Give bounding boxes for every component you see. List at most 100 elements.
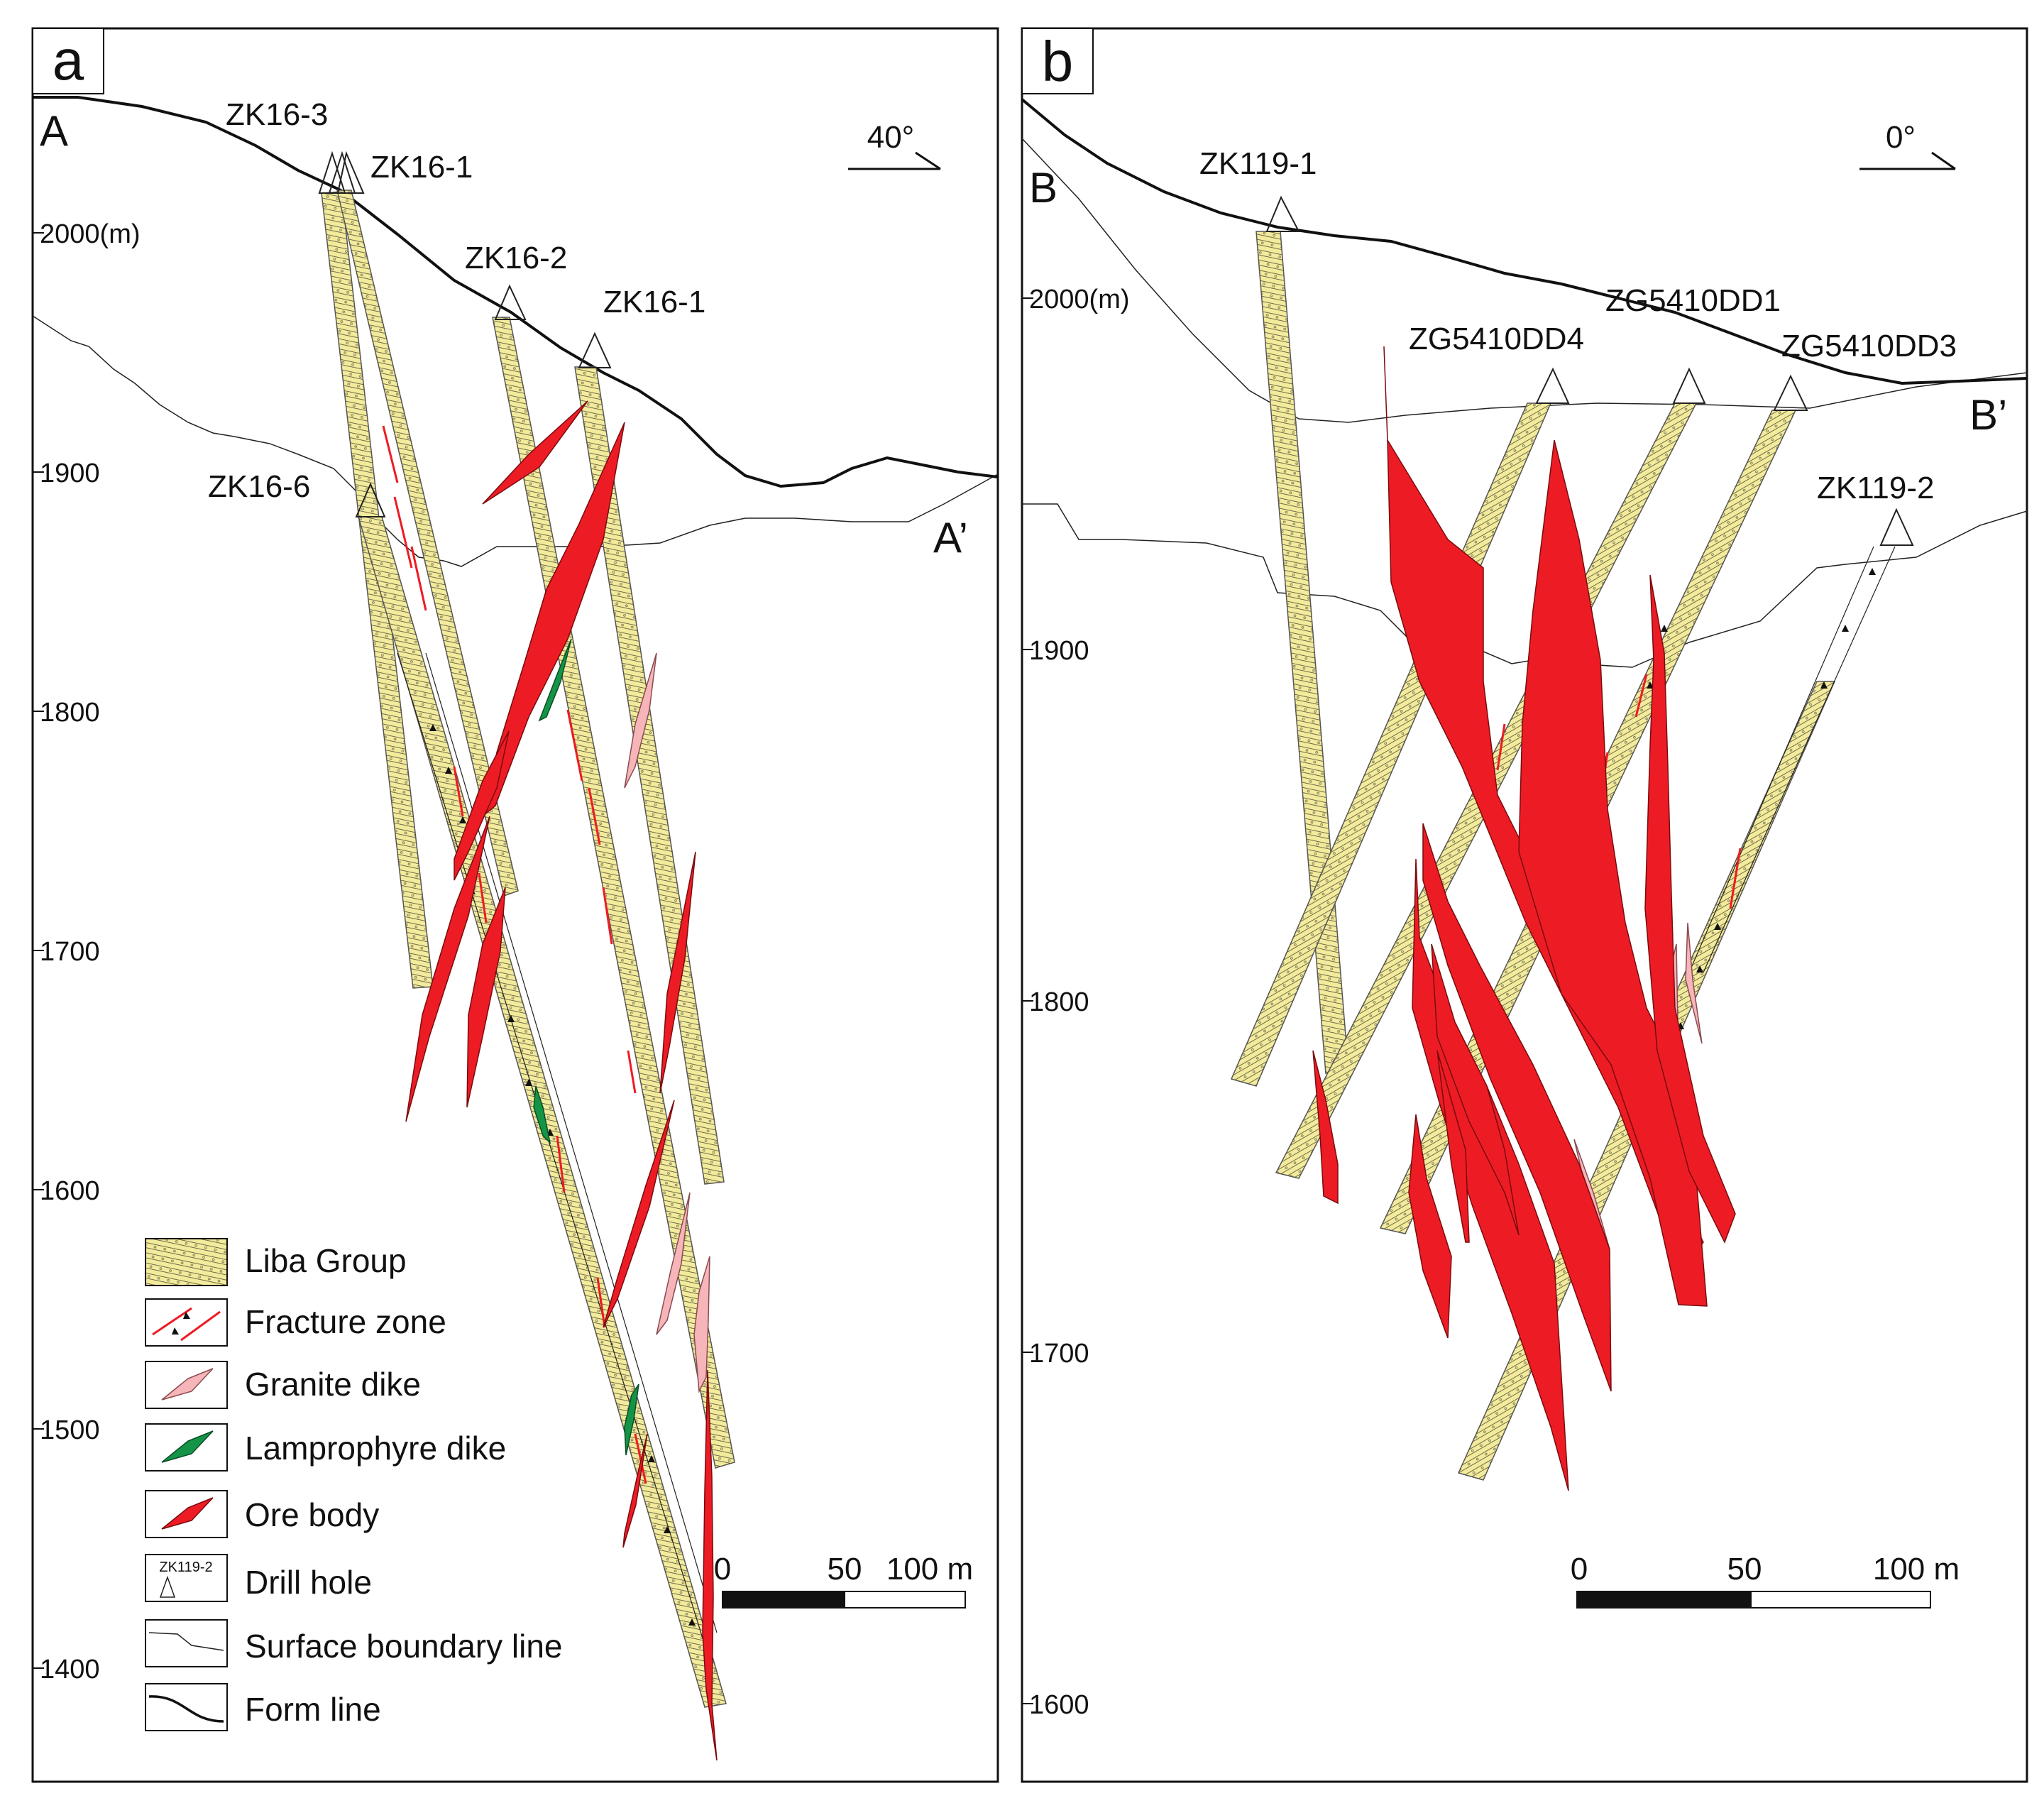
drill-hole-icon [494, 284, 527, 320]
elev-tick-label: 1900 [40, 459, 100, 488]
scale-label: 0 [1571, 1552, 1588, 1586]
ore-body [622, 1433, 648, 1548]
drill-hole-markers [1265, 195, 1914, 546]
ore-body [405, 816, 490, 1122]
elev-tick-label: 2000(m) [1029, 285, 1130, 314]
ore-body [659, 851, 696, 1094]
scale-label: 50 [828, 1552, 862, 1586]
scale-label: 100 m [886, 1552, 973, 1586]
granite-dike [693, 1256, 710, 1393]
drill-hole-icon [1672, 367, 1706, 404]
legend-swatch-surface [145, 1619, 228, 1667]
surface-boundary-line [1021, 138, 2028, 423]
drill-hole-label: ZK119-2 [1817, 471, 1935, 505]
section-end-label: B’ [1969, 391, 2007, 439]
scale-label: 0 [714, 1552, 731, 1586]
drill-hole-band [336, 190, 519, 897]
scale-bar-a: 0 50 100 m [714, 1552, 973, 1609]
direction-arrow [1859, 151, 1956, 170]
ore-body [702, 1369, 718, 1761]
ore-body [1518, 439, 1708, 1307]
ore-body [1436, 1050, 1470, 1243]
granite-dike [624, 652, 657, 789]
drill-hole-icon [1535, 367, 1570, 404]
elevation-axis: 2000(m) 1900 1800 1700 1600 1500 1400 [33, 219, 141, 1684]
surface-boundary-line [32, 315, 999, 567]
elev-tick-label: 1400 [40, 1655, 100, 1684]
drill-hole-label: ZK119-1 [1199, 146, 1317, 181]
legend-swatch-fracture [145, 1298, 228, 1347]
section-end-label: A’ [933, 514, 968, 561]
elev-tick-label: 1800 [40, 698, 100, 728]
elev-tick-label: 1600 [1029, 1690, 1089, 1720]
ore-body [1383, 346, 1704, 1276]
legend-drill-sample-text: ZK119-2 [159, 1560, 212, 1575]
panel-b-letter: b [1042, 30, 1074, 93]
lamprophyre-dike [533, 1085, 551, 1145]
legend-swatch-liba [145, 1238, 228, 1286]
legend: Liba Group Fracture zone Granite dike La… [145, 1238, 563, 1731]
form-line [33, 96, 999, 488]
drill-hole-icon [336, 150, 365, 194]
section-start-label: A [40, 107, 68, 155]
drill-hole-icon [578, 331, 612, 368]
scale-bar-b: 0 50 100 m [1571, 1552, 1960, 1609]
drill-hole-icon [355, 482, 386, 517]
legend-label: Form line [245, 1691, 381, 1728]
drill-hole-icon [1773, 374, 1808, 411]
section-start-label: B [1029, 164, 1057, 212]
ore-body [1312, 1050, 1339, 1205]
panel-b-frame [1021, 27, 2028, 1783]
scale-label: 50 [1727, 1552, 1762, 1586]
legend-label: Lamprophyre dike [245, 1430, 506, 1467]
drill-hole-label: ZK16-1 [603, 285, 705, 319]
direction-label: 40° [867, 120, 915, 155]
ore-body [482, 400, 588, 505]
drill-hole-label: ZK16-6 [208, 469, 310, 504]
drill-hole-markers [318, 150, 612, 517]
elev-tick-label: 1800 [1029, 987, 1089, 1017]
granite-dike [656, 1192, 691, 1335]
lamprophyre-dikes [533, 638, 639, 1456]
granite-dike [1685, 922, 1703, 1044]
legend-label: Liba Group [245, 1242, 407, 1279]
legend-swatch-drill [145, 1554, 228, 1602]
ore-body [1422, 823, 1612, 1392]
drill-hole-label: ZK16-3 [226, 97, 328, 132]
form-line [1021, 98, 2028, 385]
legend-label: Ore body [245, 1496, 379, 1533]
ore-bodies [405, 400, 718, 1761]
drill-hole-label: ZG5410DD3 [1781, 329, 1957, 363]
direction-arrow [848, 151, 941, 170]
panel-b-letter-box [1021, 28, 1094, 94]
elev-tick-label: 1900 [1029, 636, 1089, 666]
scale-label: 100 m [1873, 1552, 1960, 1586]
surface-boundary-line [1022, 503, 2028, 668]
drill-hole-label: ZG5410DD1 [1605, 283, 1781, 318]
granite-dikes [624, 652, 710, 1393]
ore-body [1431, 943, 1520, 1236]
drill-hole-icon [1265, 195, 1300, 232]
elevation-axis: 2000(m) 1900 1800 1700 1600 [1022, 285, 1130, 1720]
elev-tick-label: 2000(m) [40, 219, 141, 249]
elev-tick-label: 1600 [40, 1176, 100, 1206]
fracture-zones [382, 425, 647, 1484]
elev-tick-label: 1700 [1029, 1339, 1089, 1369]
panel-b: b B B’ 0° 2000(m) 1900 1800 1700 1600 [1021, 27, 2028, 1783]
ore-body [454, 730, 510, 881]
ore-bodies [1312, 346, 1736, 1491]
direction-label: 0° [1886, 120, 1916, 155]
drill-hole-traces [321, 190, 735, 1708]
drill-hole-icon [1879, 508, 1914, 546]
panel-a-frame [31, 27, 999, 1783]
ore-body [1644, 574, 1736, 1244]
ore-body [466, 887, 506, 1108]
drill-hole-label: ZK16-1 [370, 150, 473, 185]
panel-a: a A A’ 40° 2000(m) 1900 1800 1700 1600 1… [31, 27, 999, 1783]
panel-a-letter: a [53, 28, 84, 92]
legend-label: Surface boundary line [245, 1628, 563, 1665]
elev-tick-label: 1500 [40, 1415, 100, 1445]
drill-hole-label: ZG5410DD4 [1409, 322, 1584, 356]
elev-tick-label: 1700 [40, 937, 100, 967]
